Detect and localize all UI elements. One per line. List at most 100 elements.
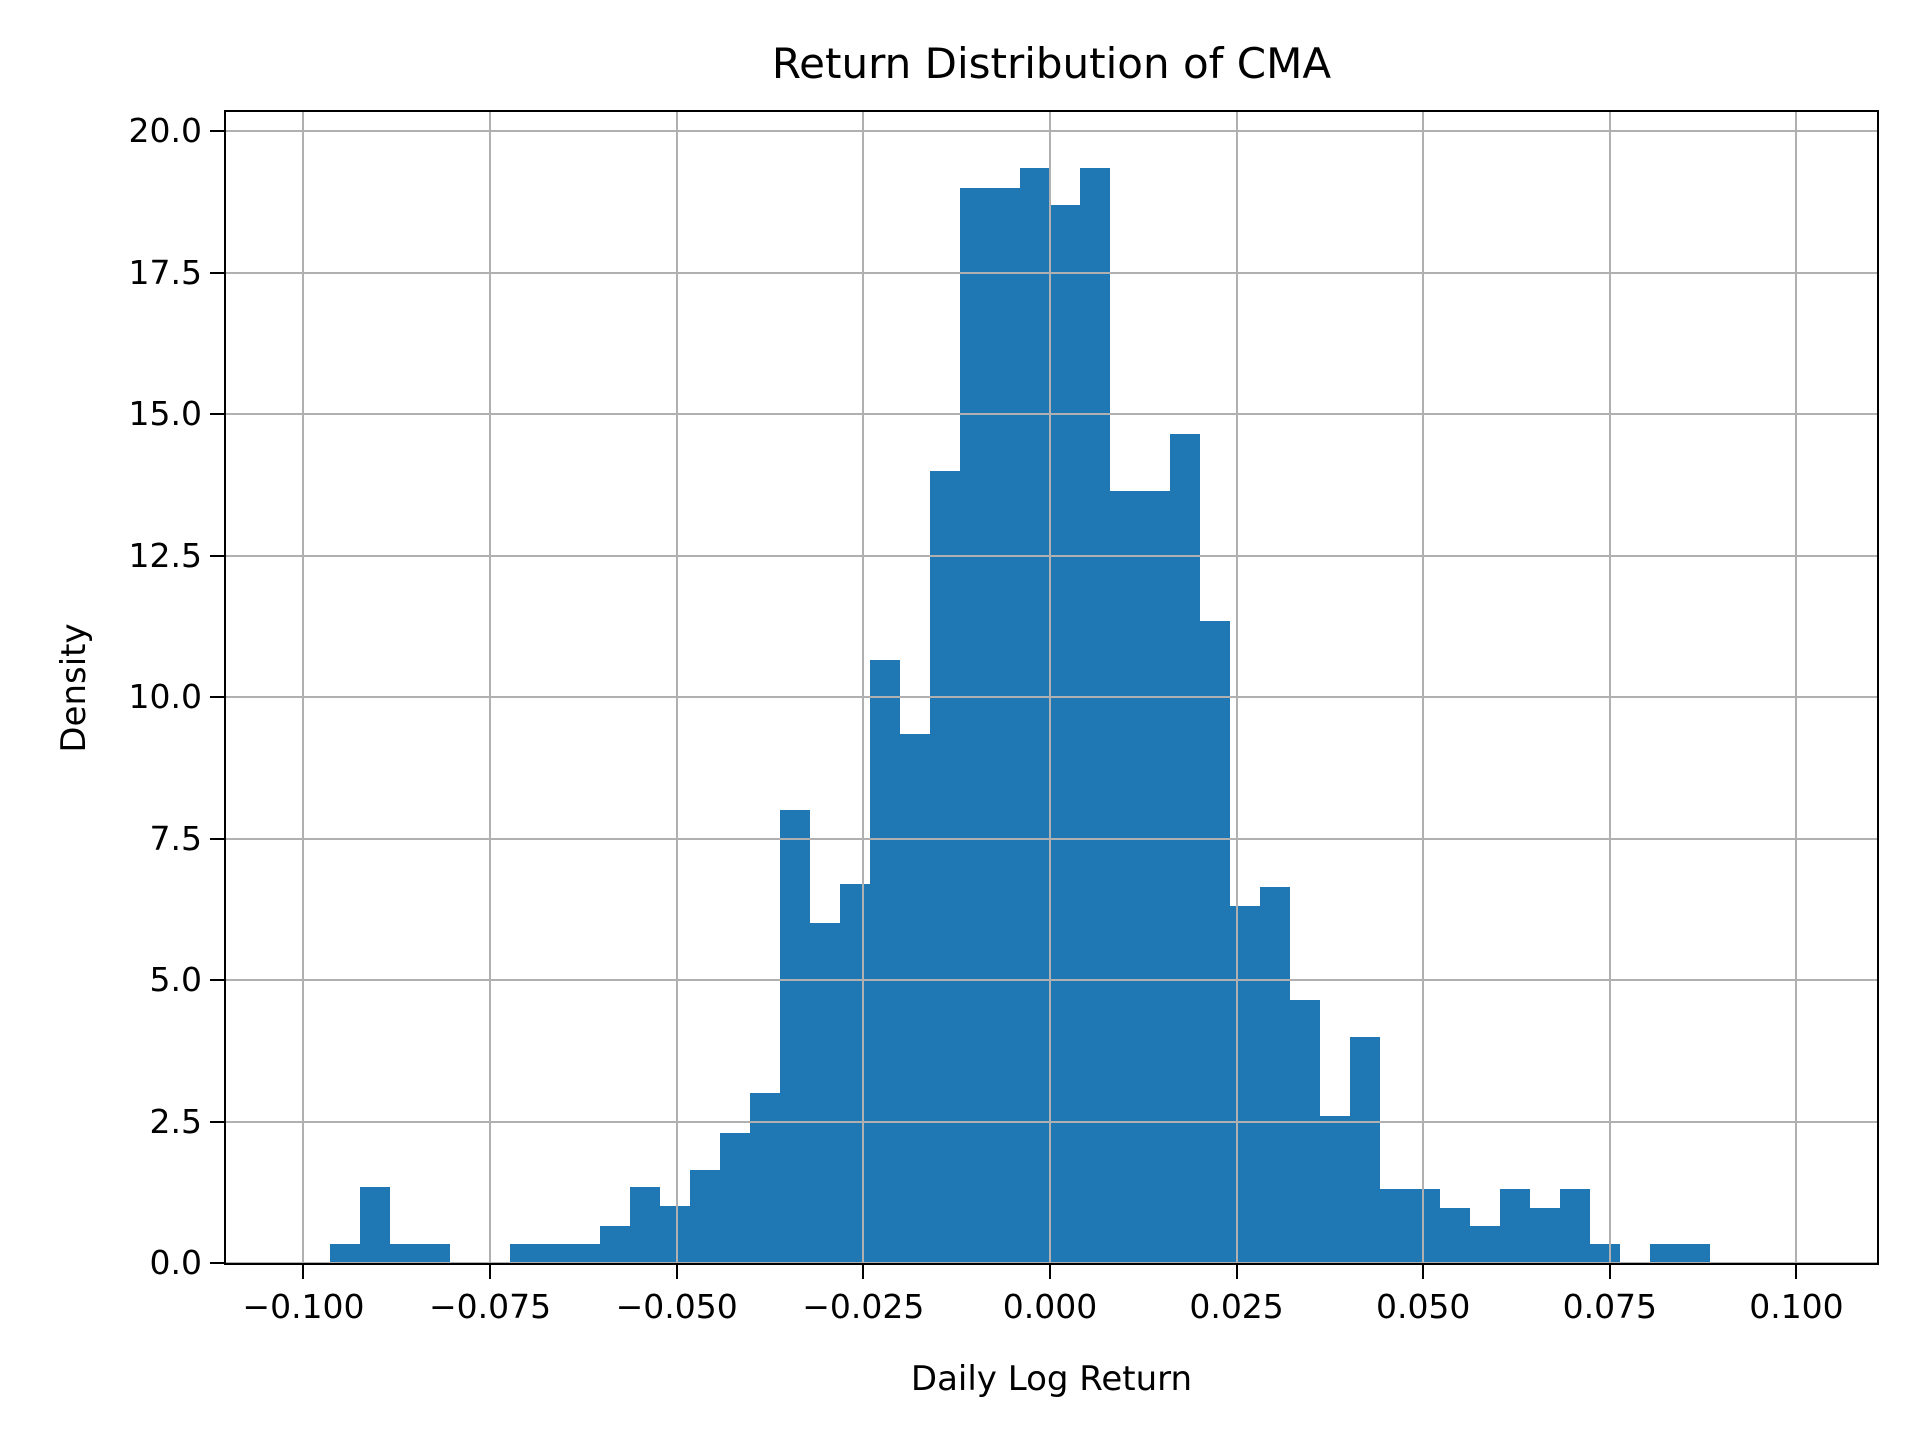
histogram-bar — [1649, 1243, 1680, 1263]
histogram-bar — [959, 187, 990, 1263]
histogram-bar — [929, 470, 960, 1263]
y-axis-tick — [210, 979, 224, 982]
histogram-bar — [869, 660, 900, 1263]
y-tick-label: 0.0 — [149, 1243, 202, 1282]
gridline-horizontal — [226, 696, 1877, 699]
y-tick-label: 5.0 — [149, 960, 202, 1000]
histogram-bar — [1680, 1243, 1710, 1263]
histogram-bar — [419, 1243, 450, 1263]
x-axis-tick — [862, 1265, 865, 1279]
histogram-bar — [599, 1226, 630, 1263]
x-axis-tick — [675, 1265, 678, 1279]
y-tick-label: 15.0 — [128, 394, 202, 434]
x-tick-label: −0.050 — [615, 1287, 738, 1326]
gridline-vertical — [489, 112, 492, 1263]
gridline-vertical — [1422, 112, 1425, 1263]
histogram-bar — [569, 1243, 600, 1263]
y-tick-label: 7.5 — [149, 818, 202, 858]
histogram-bar — [509, 1243, 540, 1263]
histogram-bar — [1439, 1208, 1470, 1263]
histogram-bar — [1529, 1208, 1560, 1263]
bars-layer — [226, 112, 1877, 1263]
histogram-bar — [779, 810, 810, 1263]
y-axis-tick — [210, 413, 224, 416]
histogram-bar — [1289, 999, 1320, 1263]
x-tick-label: −0.100 — [242, 1287, 365, 1326]
gridline-horizontal — [226, 271, 1877, 274]
gridline-vertical — [675, 112, 678, 1263]
gridline-vertical — [862, 112, 865, 1263]
y-tick-label: 12.5 — [128, 535, 202, 575]
histogram-bar — [719, 1132, 750, 1263]
y-axis-tick — [210, 130, 224, 133]
gridline-horizontal — [226, 979, 1877, 982]
histogram-bar — [899, 733, 930, 1263]
histogram-bar — [1169, 433, 1200, 1263]
histogram-bar — [1109, 490, 1140, 1263]
chart-title: Return Distribution of CMA — [771, 39, 1332, 88]
histogram-bar — [1499, 1189, 1530, 1263]
histogram-bar — [389, 1243, 420, 1263]
histogram-bar — [629, 1186, 660, 1263]
gridline-horizontal — [226, 1120, 1877, 1123]
x-axis-tick — [1608, 1265, 1611, 1279]
x-tick-label: 0.075 — [1562, 1287, 1658, 1326]
x-tick-label: 0.000 — [1002, 1287, 1098, 1326]
x-tick-label: 0.100 — [1749, 1287, 1844, 1326]
gridline-horizontal — [226, 413, 1877, 416]
x-axis-tick — [302, 1265, 305, 1279]
x-tick-label: −0.075 — [429, 1287, 552, 1326]
gridline-horizontal — [226, 130, 1877, 133]
gridline-vertical — [1235, 112, 1238, 1263]
y-axis-tick — [210, 1120, 224, 1123]
y-axis-tick — [210, 696, 224, 699]
histogram-bar — [659, 1206, 690, 1263]
histogram-bar — [1199, 620, 1230, 1263]
gridline-vertical — [1608, 112, 1611, 1263]
histogram-bar — [539, 1243, 570, 1263]
plot-area — [224, 110, 1879, 1265]
histogram-bar — [359, 1186, 390, 1263]
histogram-bar — [989, 187, 1020, 1263]
gridline-vertical — [1795, 112, 1798, 1263]
histogram-bar — [1319, 1115, 1350, 1263]
histogram-bar — [1349, 1036, 1380, 1263]
y-axis-tick — [210, 1262, 224, 1264]
y-axis-tick — [210, 837, 224, 840]
x-tick-label: 0.050 — [1375, 1287, 1471, 1326]
histogram-bar — [1139, 490, 1170, 1263]
histogram-bar — [1379, 1189, 1410, 1263]
histogram-bar — [689, 1169, 720, 1263]
gridline-vertical — [1048, 112, 1051, 1263]
x-axis-tick — [1235, 1265, 1238, 1279]
x-axis-tick — [1422, 1265, 1425, 1279]
gridline-vertical — [302, 112, 305, 1263]
y-tick-label: 17.5 — [128, 252, 202, 292]
gridline-horizontal — [226, 1262, 1877, 1263]
y-tick-label: 20.0 — [128, 111, 202, 151]
grid-layer — [226, 112, 1877, 1263]
histogram-bar — [1409, 1189, 1440, 1263]
histogram-bar — [839, 883, 870, 1263]
histogram-bar — [1079, 168, 1110, 1263]
y-axis-tick — [210, 271, 224, 274]
histogram-bar — [329, 1243, 360, 1263]
x-tick-label: −0.025 — [802, 1287, 925, 1326]
gridline-horizontal — [226, 554, 1877, 557]
x-axis-label: Daily Log Return — [910, 1359, 1193, 1399]
y-axis-label: Density — [54, 623, 94, 753]
y-tick-label: 10.0 — [128, 677, 202, 717]
histogram-bar — [1469, 1226, 1500, 1263]
histogram-bar — [1049, 204, 1080, 1263]
y-axis-tick — [210, 554, 224, 557]
x-axis-tick — [489, 1265, 492, 1279]
x-tick-label: 0.025 — [1189, 1287, 1284, 1326]
gridline-horizontal — [226, 837, 1877, 840]
histogram-bar — [1229, 906, 1260, 1263]
histogram-bar — [1259, 886, 1290, 1263]
y-tick-label: 2.5 — [149, 1101, 202, 1141]
histogram-bar — [1019, 168, 1050, 1263]
histogram-bar — [1559, 1189, 1590, 1263]
x-axis-tick — [1048, 1265, 1051, 1279]
